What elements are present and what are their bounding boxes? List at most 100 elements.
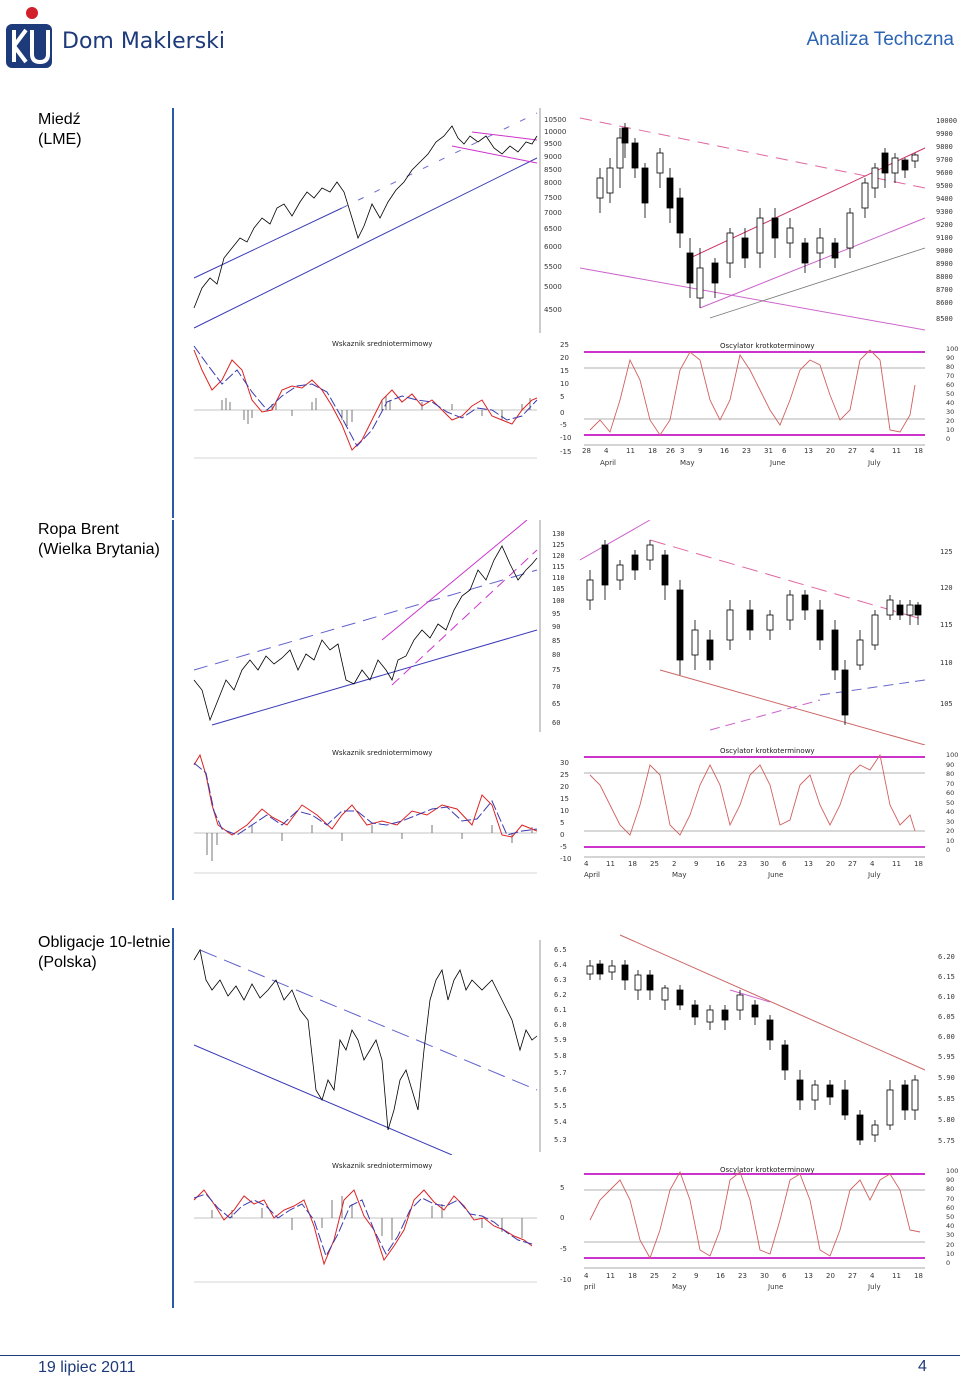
- axis-tick-label: 8900: [936, 260, 953, 268]
- day-tick: 28: [582, 447, 591, 455]
- day-tick: 6: [782, 860, 787, 868]
- page-number: 4: [918, 1358, 927, 1375]
- axis-tick-label: 105: [940, 700, 953, 708]
- day-tick: 9: [694, 1272, 699, 1280]
- indicator-title: Wskaznik sredniotermimowy: [332, 1162, 432, 1170]
- indicator-title: Wskaznik sredniotermimowy: [332, 340, 432, 348]
- day-tick: 13: [804, 1272, 813, 1280]
- instrument-market: (Wielka Brytania): [38, 541, 160, 558]
- axis-tick-label: 9600: [936, 169, 953, 177]
- short-term-oscillator: Oscylator krotkoterminowy: [584, 747, 925, 858]
- axis-tick-label: 60: [946, 789, 955, 797]
- axis-tick-label: 25: [560, 771, 569, 779]
- footer-rule: [0, 1355, 960, 1356]
- axis-tick-label: 5.85: [938, 1095, 955, 1103]
- axis-tick-label: -10: [560, 1276, 572, 1284]
- axis-tick-label: 8500: [936, 315, 953, 323]
- day-tick: 6: [782, 447, 787, 455]
- axis-tick-label: 9100: [936, 234, 953, 242]
- instrument-name: Obligacje 10-letnie: [38, 934, 171, 951]
- day-tick: 16: [720, 447, 729, 455]
- logo-icon: [6, 7, 52, 68]
- oscillator-title: Oscylator krotkoterminowy: [720, 342, 815, 350]
- day-tick: 30: [760, 1272, 769, 1280]
- axis-tick-label: -15: [560, 448, 572, 456]
- axis-tick-label: 70: [946, 372, 955, 380]
- axis-tick-label: 50: [946, 1213, 955, 1221]
- axis-tick-label: -10: [560, 855, 572, 863]
- oscillator-title: Oscylator krotkoterminowy: [720, 747, 815, 755]
- day-tick: 4: [584, 860, 589, 868]
- axis-tick-label: 20: [946, 1240, 955, 1249]
- axis-tick-label: 8000: [544, 179, 562, 187]
- axis-tick-label: 90: [946, 354, 955, 362]
- axis-tick-label: 60: [946, 1203, 955, 1212]
- axis-tick-label: 100: [946, 345, 959, 353]
- day-tick: 2: [672, 1272, 677, 1280]
- day-tick: 18: [648, 447, 657, 455]
- axis-tick-label: 9700: [936, 156, 953, 164]
- day-tick: 4: [604, 447, 609, 455]
- axis-tick-label: 6500: [544, 225, 562, 233]
- axis-tick-label: 115: [552, 563, 565, 571]
- axis-tick-label: 80: [552, 651, 561, 659]
- short-term-oscillator: Oscylator krotkoterminowy: [584, 342, 925, 446]
- date-axis: 4 11 18 25 2 9 16 23 30 6 13 20 27 4 11 …: [584, 1272, 929, 1298]
- axis-tick-label: 6.10: [938, 993, 955, 1001]
- short-term-chart: [586, 934, 926, 1145]
- axis-tick-label: 90: [946, 760, 955, 769]
- axis-tick-label: -5: [560, 843, 567, 851]
- axis-tick-label: -5: [560, 421, 567, 429]
- date-axis: 28 4 11 18 26 3 9 16 23 31 6 13 20 27 4 …: [582, 447, 927, 473]
- axis-tick-label: 60: [946, 381, 955, 389]
- axis-tick-label: 80: [946, 770, 955, 778]
- axis-tick-label: 6.4: [554, 961, 567, 969]
- axis-tick-label: 40: [946, 1222, 955, 1231]
- day-tick: 31: [764, 447, 773, 455]
- section-label: Ropa Brent (Wielka Brytania): [38, 520, 160, 560]
- axis-tick-label: 130: [552, 530, 565, 538]
- axis-tick-label: 115: [940, 621, 953, 629]
- month-tick: April: [600, 459, 616, 467]
- axis-tick-label: 5.75: [938, 1137, 955, 1145]
- axis-tick-label: 80: [946, 1185, 955, 1194]
- day-tick: 18: [914, 447, 923, 455]
- axis-tick-label: 70: [946, 1194, 955, 1203]
- month-tick: June: [770, 459, 786, 467]
- axis-tick-label: 10500: [544, 116, 567, 124]
- axis-tick-label: 5: [560, 1184, 565, 1192]
- axis-tick-label: 10000: [936, 117, 958, 125]
- axis-tick-label: 6.20: [938, 953, 955, 961]
- day-tick: 27: [848, 447, 857, 455]
- day-tick: 2: [672, 860, 677, 868]
- day-tick: 11: [892, 447, 901, 455]
- axis-tick-label: 10: [946, 426, 955, 434]
- axis-tick-label: 5.5: [554, 1102, 567, 1110]
- day-tick: 16: [716, 1272, 725, 1280]
- month-tick: June: [768, 1283, 784, 1291]
- axis-tick-label: -10: [560, 434, 572, 442]
- axis-tick-label: 10: [560, 380, 569, 388]
- axis-tick-label: 70: [552, 683, 561, 691]
- short-term-chart: [580, 520, 926, 745]
- day-tick: 18: [914, 860, 923, 868]
- axis-tick-label: 0: [946, 435, 951, 443]
- axis-tick-label: 5.95: [938, 1053, 955, 1061]
- axis-tick-label: 30: [946, 1231, 955, 1240]
- axis-tick-label: 5.4: [554, 1118, 567, 1126]
- axis-tick-label: 60: [552, 719, 561, 727]
- axis-tick-label: 75: [552, 666, 561, 674]
- axis-tick-label: 30: [560, 759, 569, 767]
- day-tick: 11: [626, 447, 635, 455]
- axis-tick-label: 6.05: [938, 1013, 955, 1021]
- footer-date: 19 lipiec 2011: [38, 1359, 136, 1376]
- axis-tick-label: 5.9: [554, 1036, 567, 1044]
- axis-tick-label: 70: [946, 779, 955, 788]
- axis-tick-label: 9500: [936, 182, 953, 190]
- day-tick: 26: [666, 447, 675, 455]
- axis-tick-label: 9200: [936, 221, 953, 229]
- long-term-chart: [193, 108, 541, 333]
- axis-tick-label: 9000: [936, 247, 953, 255]
- axis-tick-label: 10: [560, 807, 569, 815]
- axis-tick-label: 6.15: [938, 973, 955, 981]
